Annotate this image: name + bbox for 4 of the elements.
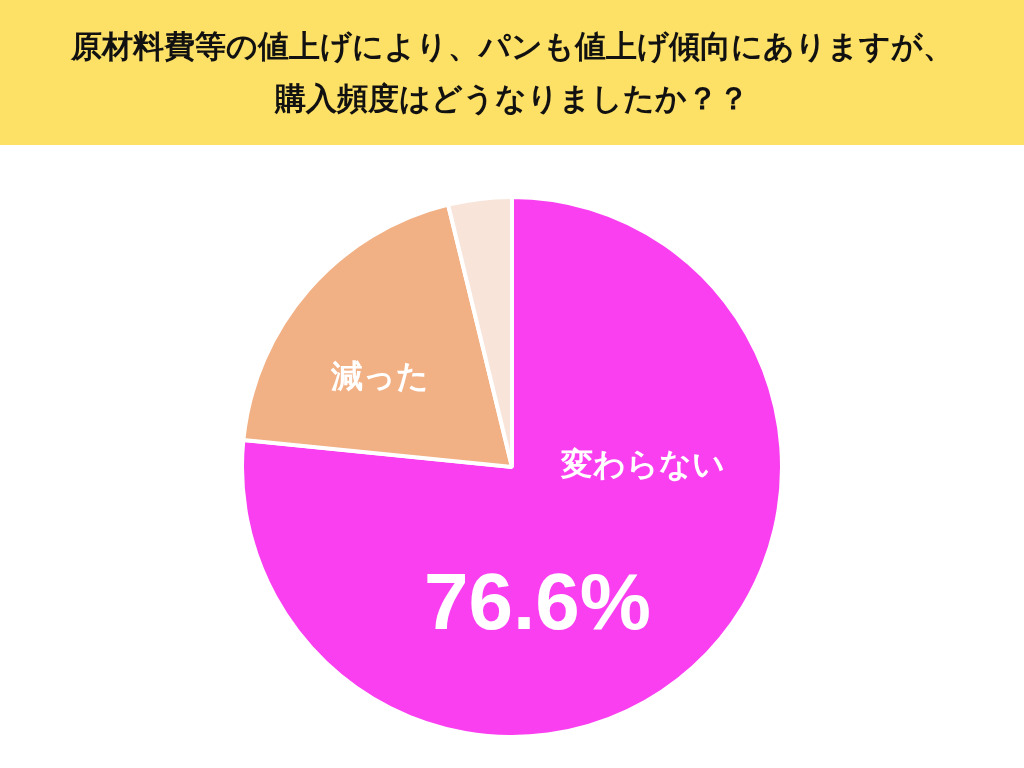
slice-label: 変わらない <box>559 445 725 484</box>
slice-label: 減った <box>330 356 430 395</box>
chart-title: 原材料費等の値上げにより、パンも値上げ傾向にありますが、購入頻度はどうなりましたか？？ <box>0 0 1024 145</box>
data-label: 76.6% <box>424 557 651 647</box>
